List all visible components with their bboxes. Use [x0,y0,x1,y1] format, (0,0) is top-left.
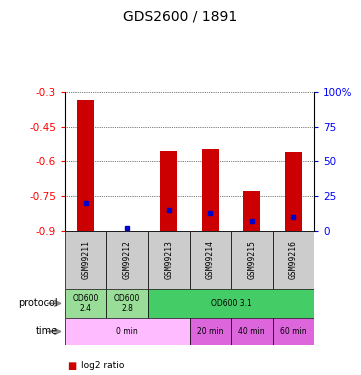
Bar [231,318,273,345]
Bar [231,231,273,289]
Bar [65,289,106,318]
Bar [160,151,177,231]
Text: 60 min: 60 min [280,327,306,336]
Bar [148,289,314,318]
Text: OD600
2.8: OD600 2.8 [114,294,140,313]
Text: OD600
2.4: OD600 2.4 [73,294,99,313]
Text: GDS2600 / 1891: GDS2600 / 1891 [123,9,238,23]
Bar [65,231,106,289]
Text: 20 min: 20 min [197,327,223,336]
Bar [273,231,314,289]
Text: log2 ratio: log2 ratio [81,361,125,370]
Bar [190,231,231,289]
Text: ■: ■ [67,361,76,370]
Bar [285,152,301,231]
Text: OD600 3.1: OD600 3.1 [211,299,251,308]
Bar [202,148,218,231]
Bar [190,318,231,345]
Text: time: time [36,327,58,336]
Bar [243,191,260,231]
Text: 40 min: 40 min [239,327,265,336]
Bar [273,318,314,345]
Text: GSM99214: GSM99214 [206,240,215,279]
Text: GSM99211: GSM99211 [81,240,90,279]
Bar [65,318,190,345]
Bar [148,231,190,289]
Text: GSM99215: GSM99215 [247,240,256,279]
Text: GSM99212: GSM99212 [123,240,132,279]
Bar [106,231,148,289]
Text: GSM99213: GSM99213 [164,240,173,279]
Text: GSM99216: GSM99216 [289,240,298,279]
Text: 0 min: 0 min [116,327,138,336]
Bar [106,289,148,318]
Text: protocol: protocol [18,298,58,308]
Bar [77,100,94,231]
